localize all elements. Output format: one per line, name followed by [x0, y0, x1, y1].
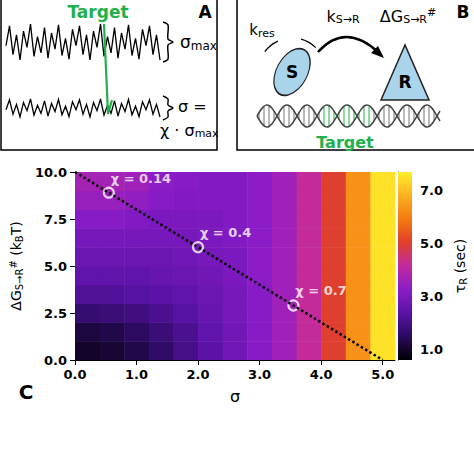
svg-text:0.0: 0.0	[63, 367, 86, 382]
svg-text:T): T)	[8, 221, 24, 236]
svg-text:max: max	[195, 127, 219, 140]
svg-text:Target: Target	[316, 133, 374, 152]
svg-text:res: res	[258, 27, 275, 40]
svg-text:2.5: 2.5	[44, 306, 67, 321]
svg-text:B: B	[13, 235, 25, 243]
svg-text:(k: (k	[8, 241, 24, 260]
svg-text:χ = 0.4: χ = 0.4	[200, 225, 251, 240]
svg-text:ΔG: ΔG	[380, 7, 403, 26]
svg-text:2.0: 2.0	[187, 367, 210, 382]
svg-text:τ: τ	[452, 285, 468, 293]
svg-text:S→R: S→R	[336, 13, 360, 26]
svg-text:5.0: 5.0	[420, 236, 443, 251]
svg-text:Target: Target	[67, 2, 128, 22]
svg-text:σ: σ	[180, 32, 191, 52]
svg-text:5.0: 5.0	[44, 259, 67, 274]
svg-text:A: A	[198, 2, 212, 22]
svg-text:5.0: 5.0	[371, 367, 394, 382]
svg-text:1.0: 1.0	[125, 367, 148, 382]
svg-text:σ: σ	[230, 387, 240, 406]
svg-text:4.0: 4.0	[310, 367, 333, 382]
svg-text:(sec): (sec)	[452, 239, 468, 278]
svg-text:ΔG: ΔG	[8, 290, 24, 310]
svg-text:χ · σ: χ · σ	[160, 121, 195, 140]
svg-text:#: #	[427, 6, 436, 19]
svg-text:σ =: σ =	[178, 97, 207, 116]
svg-text:0.0: 0.0	[44, 353, 67, 368]
svg-text:R: R	[398, 72, 411, 92]
svg-text:B: B	[457, 2, 470, 22]
svg-text:χ = 0.14: χ = 0.14	[111, 171, 171, 186]
svg-text:k: k	[249, 21, 258, 39]
svg-text:R: R	[458, 278, 469, 285]
svg-text:3.0: 3.0	[248, 367, 271, 382]
svg-text:7.0: 7.0	[420, 183, 443, 198]
svg-text:S: S	[286, 62, 298, 82]
svg-text:#: #	[8, 260, 19, 268]
svg-text:max: max	[191, 39, 217, 53]
svg-text:S→R: S→R	[14, 269, 25, 291]
svg-text:χ = 0.7: χ = 0.7	[295, 283, 346, 298]
svg-text:1.0: 1.0	[420, 342, 443, 357]
svg-text:S→R: S→R	[403, 13, 427, 26]
svg-text:10.0: 10.0	[35, 165, 67, 180]
svg-text:k: k	[326, 6, 336, 26]
svg-text:7.5: 7.5	[44, 212, 67, 227]
svg-text:3.0: 3.0	[420, 289, 443, 304]
svg-text:C: C	[19, 380, 34, 404]
